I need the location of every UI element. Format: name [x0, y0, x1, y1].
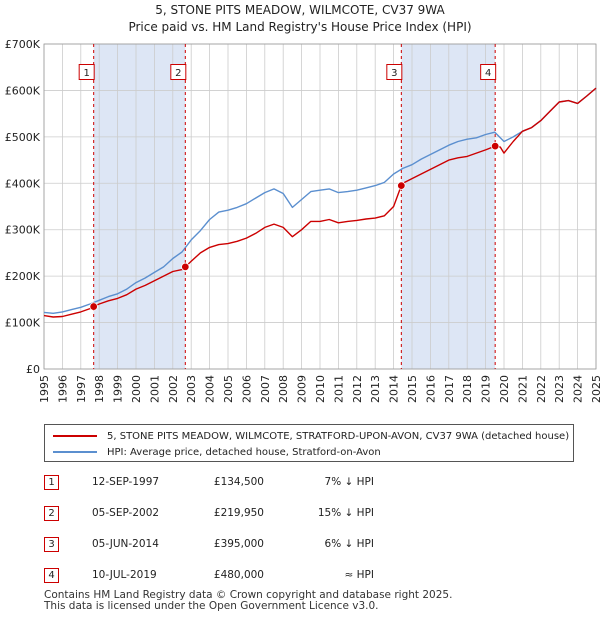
chart-title-line1: 5, STONE PITS MEADOW, WILMCOTE, CV37 9WA [155, 3, 445, 17]
y-tick-label: £500K [5, 131, 41, 144]
y-tick-label: £0 [26, 363, 40, 376]
sale-markers: 1 2 3 4 [78, 44, 500, 369]
x-tick-label: 2017 [443, 375, 456, 403]
series-line-hpi [43, 87, 597, 314]
x-tick-label: 2006 [240, 375, 253, 403]
transaction-number-badge: 3 [44, 537, 59, 552]
transaction-vs-hpi: 6% ↓ HPI [324, 538, 374, 550]
x-tick-label: 2005 [222, 375, 235, 403]
transaction-number-badge: 4 [44, 568, 59, 583]
y-tick-label: £600K [5, 84, 41, 97]
sale-marker-box [386, 64, 403, 80]
y-tick-label: £400K [5, 177, 41, 190]
chart-title-line2: Price paid vs. HM Land Registry's House … [128, 20, 471, 34]
plot-frame [43, 43, 597, 370]
legend: 5, STONE PITS MEADOW, WILMCOTE, STRATFOR… [44, 424, 574, 462]
transaction-vs-hpi: 15% ↓ HPI [317, 507, 374, 519]
y-tick-label: £100K [5, 317, 41, 330]
footer-line-1: Contains HM Land Registry data © Crown c… [44, 589, 453, 601]
footer-line-2: This data is licensed under the Open Gov… [44, 600, 379, 612]
transaction-price: £134,500 [213, 476, 264, 488]
table-row: 3 05-JUN-2014 £395,000 6% ↓ HPI [44, 537, 444, 553]
legend-swatch-hpi [53, 451, 97, 453]
x-tick-label: 2013 [369, 375, 382, 403]
legend-item-property: 5, STONE PITS MEADOW, WILMCOTE, STRATFOR… [53, 429, 569, 443]
transaction-number-badge: 2 [44, 506, 59, 521]
sale-marker-label: 1 [83, 68, 89, 79]
x-tick-label: 1997 [75, 375, 88, 403]
sale-marker-box [78, 64, 95, 80]
sale-marker-label: 3 [391, 68, 397, 79]
x-tick-label: 2011 [332, 375, 345, 403]
legend-item-hpi: HPI: Average price, detached house, Stra… [53, 445, 381, 459]
x-tick-label: 2002 [167, 375, 180, 403]
sale-marker-label: 4 [485, 68, 491, 79]
x-tick-label: 1998 [93, 375, 106, 403]
x-tick-label: 2024 [572, 375, 585, 403]
legend-label-property: 5, STONE PITS MEADOW, WILMCOTE, STRATFOR… [107, 430, 570, 442]
transaction-price: £219,950 [213, 507, 264, 519]
plot-background [93, 44, 496, 369]
transaction-date: 12-SEP-1997 [92, 476, 160, 488]
x-tick-label: 2015 [406, 375, 419, 403]
table-row: 4 10-JUL-2019 £480,000 ≈ HPI [44, 568, 444, 584]
transaction-number-badge: 1 [44, 475, 59, 490]
table-row: 2 05-SEP-2002 £219,950 15% ↓ HPI [44, 506, 444, 522]
axes: £0 £100K £200K £300K £400K £500K £600K £700K 199… [5, 38, 600, 403]
x-tick-label: 2001 [148, 375, 161, 403]
sale-point [397, 181, 406, 190]
x-tick-label: 1999 [112, 375, 125, 403]
x-tick-label: 2000 [130, 375, 143, 403]
transaction-price: £480,000 [213, 569, 264, 581]
series-lines [43, 87, 597, 318]
table-row: 1 12-SEP-1997 £134,500 7% ↓ HPI [44, 475, 444, 491]
x-tick-label: 2014 [388, 375, 401, 403]
transaction-price: £395,000 [213, 538, 264, 550]
x-tick-label: 2009 [296, 375, 309, 403]
x-tick-label: 2025 [590, 375, 600, 403]
sale-marker-label: 2 [175, 68, 181, 79]
x-tick-label: 2004 [204, 375, 217, 403]
price-chart: 5, STONE PITS MEADOW, WILMCOTE, CV37 9WA… [5, 3, 600, 403]
transaction-date: 05-JUN-2014 [92, 538, 159, 550]
x-tick-label: 2022 [535, 375, 548, 403]
sale-point [89, 302, 98, 311]
transaction-date: 10-JUL-2019 [92, 569, 157, 581]
transaction-date: 05-SEP-2002 [92, 507, 160, 519]
legend-label-hpi: HPI: Average price, detached house, Stra… [107, 446, 381, 458]
x-tick-label: 2008 [277, 375, 290, 403]
x-tick-label: 2003 [185, 375, 198, 403]
y-tick-label: £300K [5, 224, 41, 237]
shaded-range [401, 44, 496, 369]
x-tick-label: 2018 [461, 375, 474, 403]
sale-marker-box [480, 64, 497, 80]
sale-marker-box [170, 64, 187, 80]
sale-point [181, 262, 190, 272]
x-tick-label: 2007 [259, 375, 272, 403]
y-tick-label: £700K [5, 38, 41, 51]
sale-point [490, 141, 500, 151]
x-tick-label: 2020 [498, 375, 511, 403]
x-tick-label: 2023 [553, 375, 566, 403]
x-tick-label: 1995 [38, 375, 51, 403]
legend-swatch-property [53, 435, 97, 437]
x-tick-label: 2016 [424, 375, 437, 403]
transaction-vs-hpi: ≈ HPI [344, 569, 374, 581]
x-tick-label: 2010 [314, 375, 327, 403]
shaded-range [93, 44, 186, 369]
x-tick-label: 2019 [480, 375, 493, 403]
footer-attribution: Contains HM Land Registry data © Crown c… [44, 590, 452, 612]
y-tick-label: £200K [5, 270, 41, 283]
x-tick-label: 2021 [516, 375, 529, 403]
x-tick-label: 1996 [56, 375, 69, 403]
series-line-property [43, 87, 597, 318]
transaction-vs-hpi: 7% ↓ HPI [324, 476, 374, 488]
x-tick-label: 2012 [351, 375, 364, 403]
